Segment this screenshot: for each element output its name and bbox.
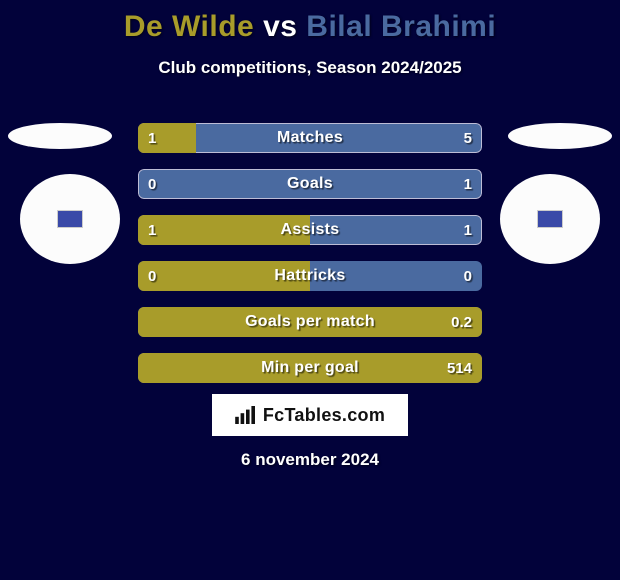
stat-left-fill [138, 215, 310, 245]
player2-circle [500, 174, 600, 264]
date: 6 november 2024 [0, 450, 620, 470]
player2-oval [508, 123, 612, 149]
stat-left-fill [138, 123, 196, 153]
player1-oval [8, 123, 112, 149]
stat-row: Matches15 [138, 123, 482, 153]
stat-left-fill [138, 261, 310, 291]
stat-row: Goals per match0.2 [138, 307, 482, 337]
comparison-bars: Matches15 Goals01 Assists11 Hattricks00 Goal… [138, 123, 482, 399]
player2-flag-icon [538, 211, 562, 227]
bars-icon [235, 406, 257, 424]
title-player2: Bilal Brahimi [306, 10, 496, 43]
player1-flag-icon [58, 211, 82, 227]
brand-badge: FcTables.com [212, 394, 408, 436]
stat-row: Hattricks00 [138, 261, 482, 291]
stat-left-fill [138, 353, 482, 383]
player1-circle [20, 174, 120, 264]
subtitle: Club competitions, Season 2024/2025 [0, 58, 620, 78]
title-vs: vs [263, 10, 297, 43]
page-title: De Wilde vs Bilal Brahimi [0, 0, 620, 44]
brand-text: FcTables.com [263, 405, 385, 426]
stat-row: Min per goal514 [138, 353, 482, 383]
title-player1: De Wilde [124, 10, 254, 43]
stat-row: Assists11 [138, 215, 482, 245]
stat-left-fill [138, 307, 482, 337]
stat-right-fill [138, 169, 482, 199]
stat-row: Goals01 [138, 169, 482, 199]
